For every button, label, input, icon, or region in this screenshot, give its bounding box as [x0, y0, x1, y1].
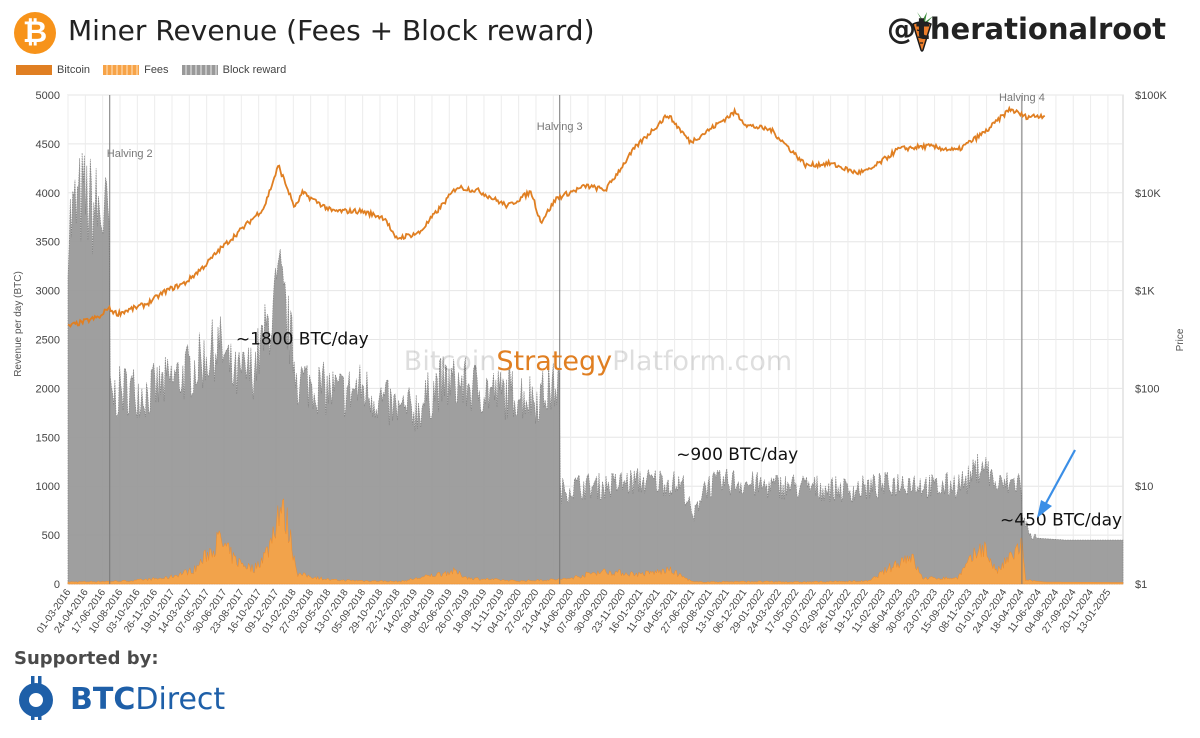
halving-markers: Halving 2 Halving 3 Halving 4 — [107, 92, 1045, 584]
annotation-label: ~900 BTC/day — [676, 445, 798, 465]
y-tick-label: 3500 — [36, 237, 60, 249]
y2-tick-label: $100K — [1135, 90, 1167, 102]
y-tick-label: 1500 — [36, 432, 60, 444]
annotation-label: ~450 BTC/day — [1000, 510, 1122, 530]
y-tick-label: 4500 — [36, 139, 60, 151]
y2-tick-label: $100 — [1135, 383, 1159, 395]
y-tick-label: 5000 — [36, 90, 60, 102]
y-axis-label: Revenue per day (BTC) — [13, 271, 24, 377]
y-tick-label: 1000 — [36, 481, 60, 493]
y-tick-label: 0 — [54, 579, 60, 591]
supported-by-label: Supported by: — [14, 648, 159, 669]
y2-tick-label: $10K — [1135, 188, 1161, 200]
chart-areas — [67, 152, 1124, 585]
halving-label: Halving 2 — [107, 148, 153, 160]
y2-tick-label: $10 — [1135, 481, 1153, 493]
series-fees-area — [67, 498, 1124, 585]
legend-label-block-reward: Block reward — [222, 64, 287, 76]
chart-legend: Bitcoin Fees Block reward — [16, 64, 296, 80]
sponsor-logo: BTCDirect — [18, 674, 238, 724]
legend-label-fees: Fees — [144, 64, 169, 76]
chart-header: ₿ Miner Revenue (Fees + Block reward) @t… — [0, 0, 1200, 64]
bitcoin-logo-icon: ₿ — [14, 12, 56, 54]
author-handle: @therationalroot — [887, 12, 1166, 46]
y2-tick-label: $1 — [1135, 579, 1147, 591]
legend-item-fees: Fees — [103, 64, 169, 76]
chart-axes: 0 500 1000 1500 2000 2500 3000 3500 4000 4500 5000… — [35, 90, 1167, 636]
legend-swatch-bitcoin — [16, 65, 52, 75]
chart-annotations: ~1800 BTC/day ~900 BTC/day ~450 BTC/day — [236, 329, 1122, 530]
legend-swatch-fees — [103, 65, 140, 75]
btcdirect-bitcoin-icon — [19, 676, 53, 720]
y2-tick-label: $1K — [1135, 286, 1155, 298]
annotation-label: ~1800 BTC/day — [236, 329, 369, 349]
y-tick-label: 4000 — [36, 188, 60, 200]
chart-title: Miner Revenue (Fees + Block reward) — [68, 14, 595, 47]
y-tick-label: 500 — [42, 530, 60, 542]
y2-axis-label: Price — [1175, 328, 1186, 351]
legend-swatch-block-reward — [181, 65, 218, 75]
halving-label: Halving 3 — [537, 121, 583, 133]
blue-arrow — [1037, 449, 1076, 518]
series-bitcoin-price-line — [67, 105, 1046, 328]
miner-revenue-chart: Halving 2 Halving 3 Halving 4 BitcoinStrat… — [13, 90, 1186, 636]
halving-label: Halving 4 — [999, 92, 1045, 104]
chart-watermark: BitcoinStrategyPlatform.com — [404, 346, 792, 377]
price-line-group — [67, 105, 1046, 328]
y-tick-label: 2000 — [36, 383, 60, 395]
legend-item-block-reward: Block reward — [181, 64, 287, 76]
series-block-reward-area — [67, 152, 1124, 585]
legend-item-bitcoin: Bitcoin — [16, 64, 90, 76]
y-tick-label: 3000 — [36, 286, 60, 298]
carrot-icon — [912, 12, 933, 52]
sponsor-name: BTCDirect — [70, 682, 226, 717]
legend-label-bitcoin: Bitcoin — [57, 64, 91, 76]
y-tick-label: 2500 — [36, 335, 60, 347]
